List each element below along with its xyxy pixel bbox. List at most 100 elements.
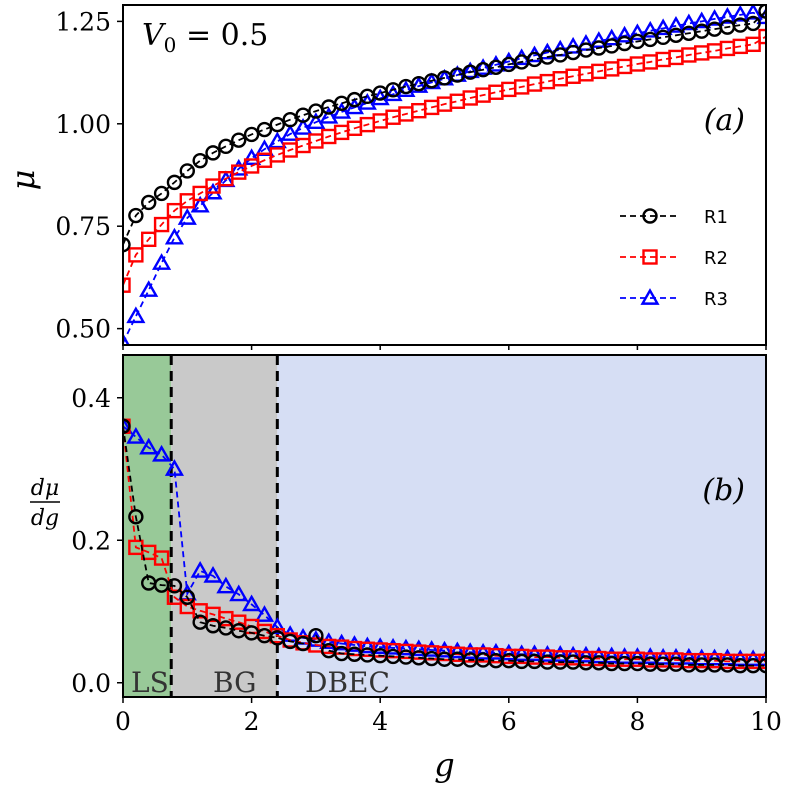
panel-b-r3-marker	[123, 416, 133, 434]
panel-b-r3-marker	[383, 637, 403, 655]
panel-a-r3-marker	[396, 80, 416, 98]
panel-a-ytick-label: 1.00	[55, 110, 111, 139]
panel-a-r3-marker	[717, 6, 737, 24]
panel-b-r3-marker	[460, 642, 480, 659]
panel-b-xtick-label: 10	[750, 707, 782, 736]
legend-r1-marker	[642, 208, 658, 224]
panel-a-r2-marker	[128, 247, 144, 263]
panel-a-r2-marker	[372, 113, 388, 129]
panel-b-axes-frame	[122, 354, 767, 698]
panel-b-r1-marker	[758, 657, 766, 674]
panel-b-series-group	[123, 416, 766, 674]
background-layer	[123, 355, 766, 697]
panel-a-r1-marker	[123, 236, 131, 253]
panel-a-r1-marker	[269, 116, 286, 133]
panel-a-r1-marker	[192, 152, 208, 169]
panel-b-xtick-label: 8	[629, 707, 645, 736]
panel-a-r3-marker	[486, 54, 506, 72]
region-bg-label: BG	[213, 666, 256, 699]
legend-r2-marker	[642, 249, 658, 265]
panel-a-r2-marker	[333, 124, 350, 141]
panel-a-r3-marker	[602, 28, 622, 46]
panel-a-r3-marker	[743, 5, 763, 20]
panel-a-r3-marker	[319, 106, 339, 124]
panel-a-r3-marker	[164, 227, 185, 245]
panel-a-r2-marker	[166, 202, 183, 219]
panel-a-r2-marker	[488, 84, 504, 100]
panel-a-r3-marker	[293, 117, 313, 135]
panel-b-r3-marker	[396, 638, 416, 656]
panel-a-r3-marker	[640, 20, 660, 38]
panel-b-r3-marker	[409, 639, 429, 657]
panel-b-r3-marker	[524, 644, 545, 662]
panel-a-ytick-label: 1.25	[55, 7, 111, 36]
panel-b-r3-marker	[602, 646, 622, 664]
panel-b-r3-marker	[473, 642, 493, 660]
param-annotation-base: V	[142, 18, 167, 53]
panel-a-ytick-label: 0.75	[55, 212, 111, 241]
panel-a-r1-marker	[141, 194, 157, 211]
panel-a-ytick-label: 0.50	[55, 315, 111, 344]
panel-b-r3-marker	[242, 594, 262, 612]
panel-b-r3-marker	[139, 437, 159, 455]
panel-a-series-group	[123, 5, 766, 345]
panel-a-r2-marker	[411, 102, 427, 119]
panel-a-r2-marker	[295, 137, 311, 154]
panel-a-r1-marker	[218, 138, 234, 155]
panel-a-r3-line	[123, 11, 766, 344]
panel-a-r3-marker	[627, 23, 647, 41]
param-annotation-subscript: 0	[164, 33, 177, 57]
panel-a-r3-marker	[460, 61, 480, 79]
panel-b-r3-marker	[512, 644, 532, 662]
region-dbec-band	[277, 355, 766, 697]
panel-a-r2-line	[123, 35, 766, 286]
panel-b-r3-marker	[422, 640, 442, 657]
legend-r3-marker	[640, 288, 660, 305]
param-annotation-value: = 0.5	[176, 18, 268, 53]
panel-b-r1-marker	[308, 628, 324, 644]
panel-b-r3-marker	[332, 633, 352, 651]
panel-a-r3-marker	[679, 13, 699, 31]
panel-b-r3-marker	[756, 649, 766, 667]
panel-a-r3-marker	[653, 18, 673, 36]
panel-a-label: (a)	[704, 103, 745, 138]
panel-b-ytick-label: 0.0	[71, 669, 111, 698]
panel-b-r1-marker	[166, 578, 183, 594]
panel-a-r3-marker	[280, 124, 300, 141]
panel-b-r1-marker	[295, 635, 311, 652]
region-dbec-label: DBEC	[305, 666, 390, 699]
panel-a-r2-marker	[123, 277, 131, 293]
panel-a-r1-marker	[256, 121, 273, 138]
panel-b-r1-line	[123, 426, 766, 667]
panel-a-ylabel: μ	[4, 170, 42, 191]
panel-a-r3-marker	[344, 97, 365, 115]
panel-b-r3-marker	[254, 605, 275, 622]
panel-b-r3-marker	[126, 427, 146, 444]
panel-a-r1-marker	[179, 163, 196, 179]
panel-a-r1-marker	[282, 111, 298, 128]
panel-b-r3-marker	[190, 560, 210, 578]
panel-a-r3-marker	[730, 5, 750, 22]
panel-b-xtick-label: 0	[115, 707, 131, 736]
panel-b-xtick-label: 6	[501, 707, 517, 736]
panel-b-r3-marker	[216, 576, 236, 594]
panel-b-r3-marker	[486, 642, 506, 660]
panel-b-r1-marker	[128, 509, 144, 525]
param-annotation: V0 = 0.5	[142, 18, 268, 57]
legend-r3-label: R3	[704, 289, 728, 310]
panel-a-r1-marker	[231, 132, 247, 148]
axes-layer	[117, 4, 767, 703]
panel-b-ytick-label: 0.2	[71, 526, 111, 555]
panel-b-r3-marker	[614, 647, 635, 664]
panel-a-r3-marker	[332, 101, 352, 119]
panel-a-r1-line	[123, 10, 766, 246]
panel-a-r3-marker	[383, 84, 403, 102]
panel-b-r3-marker	[679, 647, 699, 665]
panel-b-r3-marker	[267, 617, 287, 634]
panel-b-r3-marker	[344, 635, 365, 652]
panel-b-xlabel: g	[434, 746, 454, 784]
panel-b-ylabel-denominator: dg	[31, 506, 59, 531]
panel-a-r1-marker	[243, 126, 260, 143]
